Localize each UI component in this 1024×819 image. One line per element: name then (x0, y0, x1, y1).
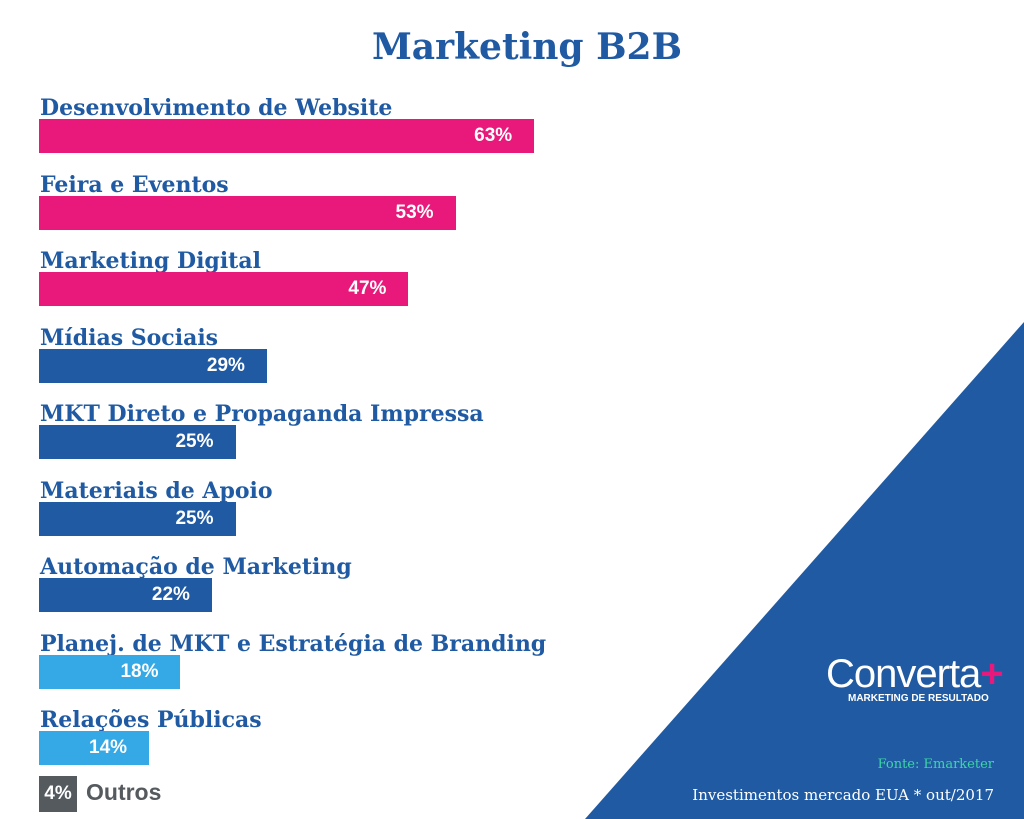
bar-label: Materiais de Apoio (40, 477, 273, 504)
bar-value-label: 22% (151, 584, 190, 605)
bar-value-label: 18% (120, 660, 159, 682)
bar-value-label: 47% (348, 278, 387, 299)
converta-logo: Converta+ (826, 652, 1004, 697)
chart-title: Marketing B2B (371, 26, 683, 68)
bar-value-label: 14% (89, 737, 128, 758)
others-label: Outros (86, 779, 162, 805)
bar (39, 654, 181, 689)
bar (39, 578, 212, 612)
bar-label: Planej. de MKT e Estratégia de Branding (40, 630, 547, 657)
bar-label: Relações Públicas (40, 707, 262, 733)
bar-label: Marketing Digital (40, 248, 261, 274)
bar-value-label: 25% (175, 507, 214, 529)
bar (39, 195, 456, 230)
bar-label: Mídias Sociais (40, 324, 219, 351)
logo-plus-icon: + (980, 652, 1003, 696)
bar (39, 119, 535, 153)
bar-label: MKT Direto e Propaganda Impressa (40, 401, 484, 427)
logo-text: Converta (826, 652, 981, 696)
bar-value-label: 29% (206, 354, 245, 376)
bar-label: Desenvolvimento de Website (40, 95, 393, 121)
bar-value-label: 53% (395, 201, 434, 223)
logo-tagline: MARKETING DE RESULTADO (848, 693, 989, 704)
bar-value-label: 63% (474, 125, 513, 146)
source-note: Fonte: Emarketer (877, 757, 994, 772)
bar-label: Automação de Marketing (40, 554, 352, 580)
bar (39, 731, 150, 765)
bar-value-label: 25% (175, 431, 214, 452)
bar (39, 272, 409, 306)
bar (39, 501, 236, 536)
others-value-badge: 4% (39, 776, 77, 812)
footnote: Investimentos mercado EUA * out/2017 (692, 786, 994, 804)
bar (39, 348, 267, 383)
bar-label: Feira e Eventos (40, 171, 229, 198)
bar (39, 425, 236, 459)
